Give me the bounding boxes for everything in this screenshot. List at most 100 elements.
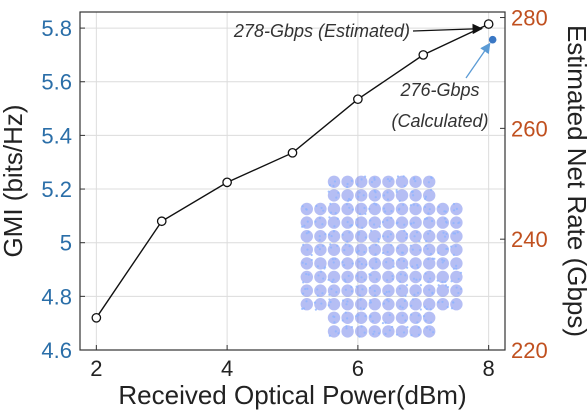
constellation-point — [418, 278, 422, 281]
constellation-point — [437, 301, 440, 304]
constellation-point — [356, 250, 359, 254]
constellation-point — [332, 184, 335, 187]
constellation-point — [402, 203, 405, 206]
constellation-point — [412, 177, 416, 181]
constellation-point — [427, 181, 430, 184]
constellation-point — [424, 195, 428, 198]
constellation-point — [301, 205, 304, 208]
constellation-point — [372, 223, 376, 226]
constellation-point — [343, 249, 346, 252]
constellation-point — [350, 179, 353, 182]
constellation-cluster — [327, 189, 341, 202]
constellation-point — [417, 326, 420, 329]
constellation-point — [368, 246, 371, 249]
y2-axis-title: Estimated Net Rate (Gbps) — [562, 25, 587, 337]
constellation-cluster — [368, 216, 381, 229]
constellation-point — [304, 287, 307, 291]
constellation-point — [321, 244, 325, 247]
constellation-cluster — [395, 270, 409, 284]
y-tick-label: 5.8 — [41, 16, 72, 41]
constellation-point — [455, 267, 458, 270]
y-tick-label: 5.2 — [41, 177, 72, 202]
constellation-cluster — [355, 325, 368, 338]
constellation-point — [341, 299, 345, 302]
constellation-point — [329, 243, 332, 246]
constellation-point — [442, 231, 445, 234]
constellation-point — [320, 302, 323, 305]
constellation-point — [386, 250, 389, 254]
constellation-point — [347, 197, 351, 201]
constellation-point — [333, 180, 337, 183]
constellation-point — [355, 218, 358, 221]
constellation-point — [410, 313, 413, 316]
constellation-cluster — [314, 270, 327, 284]
gmi-data-point — [91, 312, 102, 323]
constellation-point — [345, 303, 348, 306]
constellation-cluster — [355, 216, 368, 229]
constellation-point — [350, 223, 353, 227]
constellation-point — [374, 258, 377, 261]
constellation-point — [386, 219, 389, 222]
constellation-point — [333, 321, 336, 324]
y2-tick-label: 220 — [511, 338, 548, 363]
constellation-point — [423, 217, 427, 221]
annotation-estimated-arrow — [412, 23, 483, 35]
constellation-point — [429, 308, 432, 311]
constellation-point — [358, 231, 361, 234]
constellation-point — [430, 321, 433, 324]
constellation-point — [332, 261, 335, 264]
constellation-point — [357, 313, 360, 317]
constellation-cluster — [382, 284, 395, 297]
constellation-cluster — [409, 284, 422, 297]
constellation-cluster — [409, 270, 422, 284]
constellation-point — [381, 321, 385, 325]
constellation-point — [369, 219, 372, 222]
constellation-point — [417, 333, 421, 336]
constellation-cluster — [436, 230, 449, 243]
constellation-point — [398, 207, 401, 210]
constellation-cluster — [341, 202, 354, 216]
constellation-point — [446, 305, 449, 309]
x-tick-label: 6 — [352, 356, 364, 381]
constellation-point — [318, 248, 321, 251]
constellation-point — [409, 222, 413, 225]
constellation-point — [402, 260, 406, 263]
constellation-point — [386, 198, 390, 201]
constellation-cluster — [341, 270, 354, 284]
constellation-point — [301, 225, 304, 228]
constellation-cluster — [382, 257, 395, 270]
constellation-cluster — [355, 243, 368, 256]
constellation-cluster — [395, 325, 409, 338]
constellation-cluster — [450, 298, 463, 311]
constellation-point — [391, 277, 394, 281]
constellation-point — [416, 204, 419, 207]
constellation-point — [357, 249, 360, 252]
constellation-cluster — [436, 270, 449, 284]
constellation-point — [301, 292, 305, 295]
constellation-point — [450, 245, 453, 248]
constellation-point — [423, 305, 426, 308]
constellation-point — [360, 178, 363, 181]
constellation-point — [412, 203, 415, 206]
constellation-point — [328, 183, 331, 187]
constellation-point — [358, 294, 361, 297]
constellation-point — [349, 198, 352, 202]
constellation-cluster — [300, 230, 313, 243]
constellation-point — [345, 325, 348, 328]
y2-tick-label: 260 — [511, 116, 548, 141]
constellation-cluster — [382, 216, 395, 229]
constellation-point — [321, 292, 324, 295]
constellation-point — [350, 325, 354, 329]
constellation-cluster — [423, 311, 436, 324]
constellation-point — [319, 270, 323, 273]
constellation-point — [373, 202, 376, 205]
gmi-data-point — [418, 50, 429, 60]
constellation-point — [344, 280, 347, 283]
constellation-point — [302, 281, 305, 284]
constellation-point — [433, 257, 436, 260]
constellation-point — [398, 199, 401, 202]
constellation-cluster — [355, 175, 368, 188]
y-tick-label: 4.8 — [41, 284, 72, 309]
constellation-point — [455, 286, 458, 289]
constellation-cluster — [382, 311, 395, 324]
